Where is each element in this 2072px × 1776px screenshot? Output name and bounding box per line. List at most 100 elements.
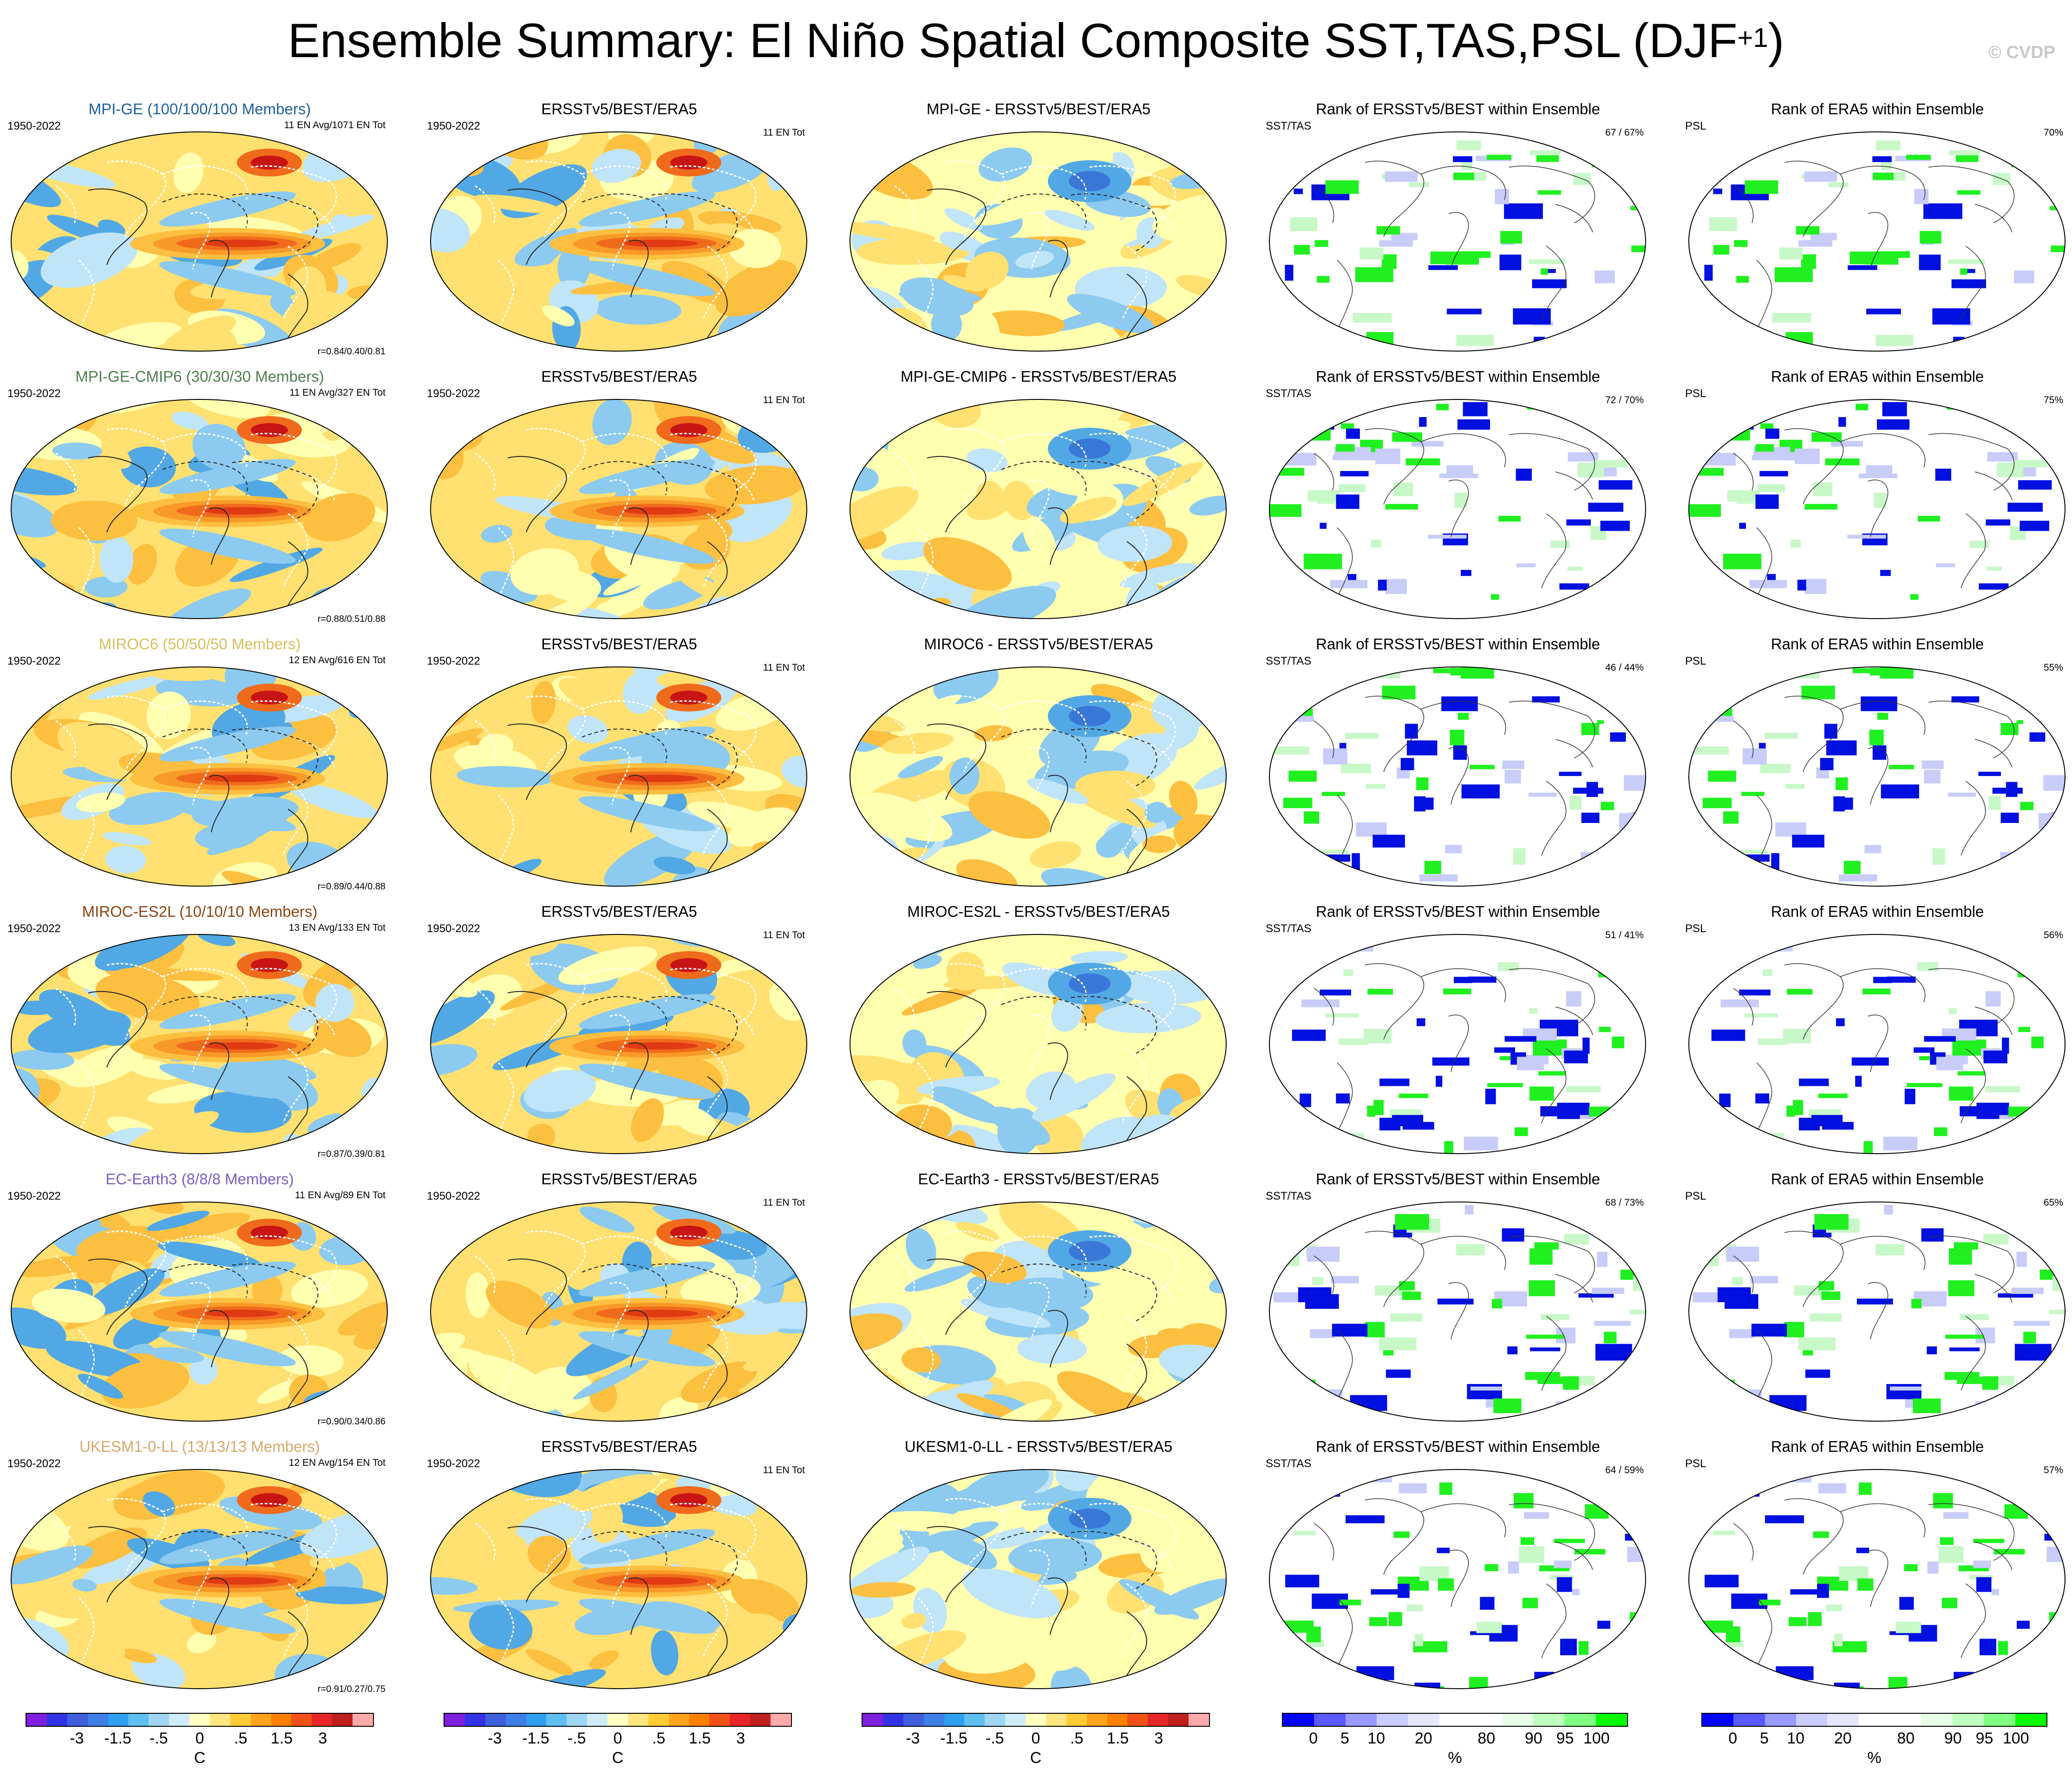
panel-title: MPI-GE - ERSSTv5/BEST/ERA5 [926, 100, 1151, 118]
colorbar-tick-label: 90 [1524, 1730, 1543, 1747]
globe-map [9, 1468, 389, 1691]
event-count: 11 EN Avg/1071 EN Tot [284, 120, 386, 131]
globe-map [429, 398, 809, 620]
colorbar-tick-label: -3 [488, 1730, 502, 1747]
variable-label: PSL [1685, 387, 1706, 400]
colorbar-tick-label: -.5 [567, 1730, 586, 1747]
map-panel-model: MPI-GE-CMIP6 (30/30/30 Members) 1950-2022… [0, 367, 399, 635]
colorbar-tick-label: 5 [1759, 1730, 1769, 1747]
rank-percent: 46 / 44% [1605, 662, 1644, 673]
colorbar-cells [26, 1713, 374, 1727]
map-panel-obs: ERSSTv5/BEST/ERA5 1950-2022 11 EN Tot [419, 367, 819, 635]
period-label: 1950-2022 [7, 922, 61, 935]
event-count: 11 EN Tot [763, 127, 805, 138]
colorbar-cell [108, 1714, 129, 1726]
colorbar-cell [689, 1714, 710, 1726]
colorbar-cell [26, 1714, 47, 1726]
colorbar-cell [209, 1714, 230, 1726]
colorbar-cell [567, 1714, 588, 1726]
rank-percent: 56% [2043, 930, 2063, 940]
colorbar-cell [444, 1714, 465, 1726]
variable-label: PSL [1685, 1190, 1706, 1202]
colorbar-cell [1733, 1714, 1765, 1726]
colorbar-cell [46, 1714, 67, 1726]
colorbar-cell [128, 1714, 149, 1726]
colorbar-cell [1439, 1714, 1471, 1726]
title-main: Ensemble Summary: El Niño Spatial Compos… [288, 14, 1738, 68]
colorbar-cell [87, 1714, 108, 1726]
globe-map [1268, 398, 1647, 620]
colorbar-tick-label: .5 [234, 1730, 248, 1747]
period-label: 1950-2022 [7, 120, 61, 132]
event-count: 11 EN Tot [763, 662, 805, 673]
map-panel-rank-sst: Rank of ERSSTv5/BEST within Ensemble SST/… [1258, 367, 1658, 635]
period-label: 1950-2022 [427, 922, 480, 935]
pattern-correlation: r=0.88/0.51/0.88 [317, 614, 386, 624]
panel-title: EC-Earth3 (8/8/8 Members) [105, 1170, 294, 1188]
panel-row: UKESM1-0-LL (13/13/13 Members) 1950-2022 1… [0, 1437, 2072, 1705]
colorbar-cell [485, 1714, 506, 1726]
map-panel-diff: MPI-GE - ERSSTv5/BEST/ERA5 [839, 100, 1238, 367]
figure-title: Ensemble Summary: El Niño Spatial Compos… [0, 8, 2072, 73]
colorbar-tick-label: .5 [1070, 1730, 1084, 1747]
variable-label: SST/TAS [1266, 1457, 1312, 1470]
colorbar-cell [2015, 1714, 2046, 1726]
colorbar-cell [464, 1714, 485, 1726]
colorbar-cell [1765, 1714, 1797, 1726]
colorbar-tick-label: -3 [906, 1730, 920, 1747]
panel-title: ERSSTv5/BEST/ERA5 [541, 903, 697, 920]
colorbar-cell [964, 1714, 985, 1726]
period-label: 1950-2022 [427, 387, 480, 400]
event-count: 13 EN Avg/133 EN Tot [288, 922, 386, 933]
globe-map [848, 1468, 1228, 1691]
map-panel-rank-psl: Rank of ERA5 within Ensemble PSL 56% [1678, 902, 2072, 1170]
map-panel-obs: ERSSTv5/BEST/ERA5 1950-2022 11 EN Tot [419, 1170, 819, 1437]
event-count: 11 EN Tot [763, 395, 805, 405]
rank-percent: 65% [2043, 1197, 2063, 1208]
colorbar-cell [312, 1714, 333, 1726]
copyright-watermark: © CVDP [1988, 43, 2055, 62]
colorbar-tick-label: 1.5 [270, 1730, 293, 1747]
variable-label: PSL [1685, 922, 1706, 935]
colorbar-tick-label: 0 [1728, 1730, 1738, 1747]
pattern-correlation: r=0.84/0.40/0.81 [317, 346, 386, 357]
panel-title: MIROC6 - ERSSTv5/BEST/ERA5 [924, 635, 1153, 653]
colorbar-tick-label: 100 [1583, 1730, 1610, 1747]
colorbar-cell [627, 1714, 648, 1726]
colorbar-cell [353, 1714, 373, 1726]
panel-title: MIROC-ES2L - ERSSTv5/BEST/ERA5 [907, 903, 1170, 920]
colorbar-cell [1471, 1714, 1502, 1726]
colorbar-cell [526, 1714, 547, 1726]
panel-title: Rank of ERA5 within Ensemble [1771, 100, 1984, 118]
map-panel-diff: MIROC6 - ERSSTv5/BEST/ERA5 [839, 635, 1238, 902]
colorbar: -3 -1.5 -.5 0 .5 1.5 3 C [26, 1713, 374, 1773]
globe-map [429, 933, 809, 1156]
colorbar-tick-label: -1.5 [940, 1730, 967, 1747]
map-panel-model: EC-Earth3 (8/8/8 Members) 1950-2022 11 EN … [0, 1170, 399, 1437]
title-close: ) [1768, 14, 1784, 68]
colorbar-unit: C [1030, 1749, 1042, 1767]
colorbar-cell [1952, 1714, 1984, 1726]
colorbar-tick-label: 80 [1477, 1730, 1496, 1747]
colorbar-cell [608, 1714, 628, 1726]
colorbar-tick-label: 100 [2002, 1730, 2029, 1747]
panel-title: ERSSTv5/BEST/ERA5 [541, 368, 697, 385]
panel-title: MIROC6 (50/50/50 Members) [98, 635, 301, 653]
panel-title: Rank of ERSSTv5/BEST within Ensemble [1316, 1170, 1600, 1188]
colorbar-tick-label: .5 [652, 1730, 666, 1747]
colorbar-cell [985, 1714, 1006, 1726]
panel-title: Rank of ERSSTv5/BEST within Ensemble [1316, 368, 1600, 385]
colorbar-cell [1533, 1714, 1565, 1726]
globe-map [848, 665, 1228, 888]
globe-map [848, 933, 1228, 1156]
globe-map [1268, 1200, 1647, 1423]
colorbar-cell [1345, 1714, 1377, 1726]
colorbar-cell [230, 1714, 251, 1726]
rank-percent: 57% [2043, 1465, 2063, 1476]
colorbar-cells [1282, 1713, 1628, 1727]
globe-map [1687, 665, 2067, 888]
colorbar-tick-label: -1.5 [522, 1730, 549, 1747]
colorbar-cell [730, 1714, 751, 1726]
colorbar-tick-label: 5 [1340, 1730, 1349, 1747]
colorbar-cell [648, 1714, 669, 1726]
